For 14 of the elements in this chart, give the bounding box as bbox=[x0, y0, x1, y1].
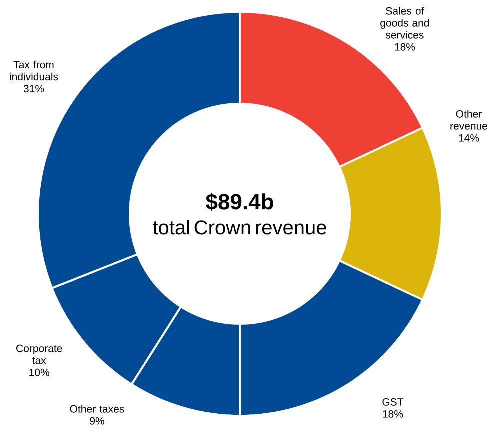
data-label: 18% bbox=[383, 410, 404, 418]
data-label: 14% bbox=[459, 134, 480, 142]
text: $89.4b bbox=[206, 193, 274, 212]
slice-label: Other taxes bbox=[70, 405, 124, 413]
text: total Crown revenue bbox=[153, 220, 326, 235]
slice-label: Sales of goods and services bbox=[380, 7, 430, 39]
data-label: 31% bbox=[24, 85, 44, 93]
slice-label: Other revenue bbox=[450, 110, 488, 130]
data-label: 9% bbox=[90, 417, 104, 425]
slice-label: GST bbox=[382, 398, 404, 406]
data-label: 10% bbox=[30, 368, 50, 376]
data-label: 18% bbox=[395, 43, 416, 51]
slice-label: Corporate tax bbox=[16, 344, 62, 364]
slice-label: Tax from individuals bbox=[10, 60, 58, 81]
